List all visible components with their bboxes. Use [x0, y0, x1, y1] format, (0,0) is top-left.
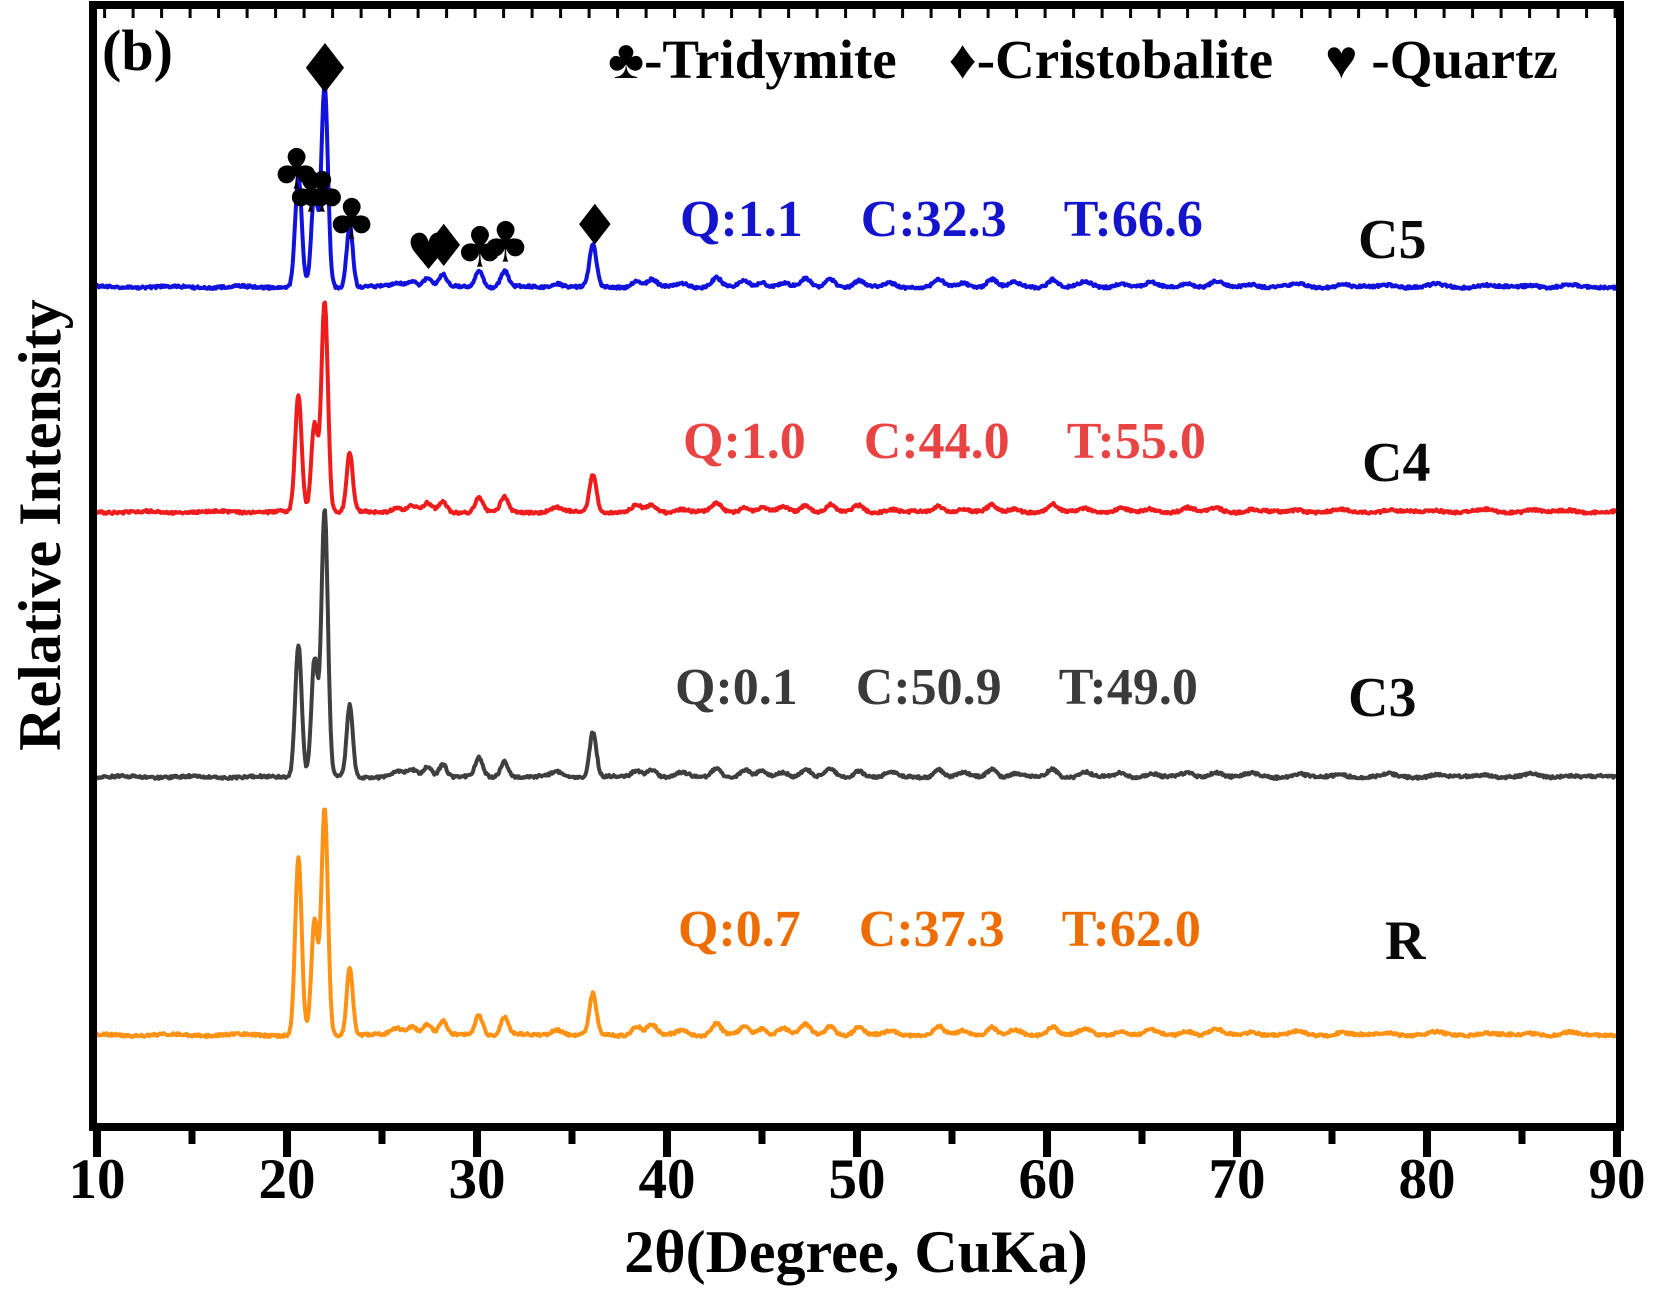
x-tick-label: 90 [1589, 1148, 1646, 1211]
cristobalite-marker-icon: ♦ [295, 31, 356, 110]
annotation-c5: Q:1.1 C:32.3 T:66.6 [680, 191, 1203, 248]
sample-label-c4: C4 [1362, 432, 1431, 494]
cristobalite-marker-icon: ♦ [418, 212, 470, 280]
tridymite-marker-icon: ♣ [286, 161, 336, 226]
x-tick-label: 20 [259, 1148, 316, 1211]
x-tick-label: 40 [639, 1148, 696, 1211]
sample-label-c5: C5 [1358, 209, 1427, 271]
x-tick-label: 80 [1399, 1148, 1456, 1211]
xrd-trace-c4 [97, 300, 1616, 516]
tridymite-marker-icon: ♣ [326, 188, 376, 253]
sample-label-r: R [1385, 910, 1426, 972]
annotation-r: Q:0.7 C:37.3 T:62.0 [678, 901, 1201, 958]
x-tick-label: 70 [1209, 1148, 1266, 1211]
xrd-trace-c5 [97, 83, 1616, 291]
x-tick-label: 50 [829, 1148, 886, 1211]
x-tick-label: 30 [449, 1148, 506, 1211]
cristobalite-marker-icon: ♦ [570, 194, 620, 259]
legend-item-quartz: ♥ -Quartz [1325, 29, 1558, 90]
quartz-marker-icon: ♥ [406, 223, 451, 281]
x-axis-title: 2θ(Degree, CuKa) [624, 1219, 1088, 1285]
xrd-trace-r [97, 807, 1616, 1039]
x-tick-label: 60 [1019, 1148, 1076, 1211]
tridymite-marker-icon: ♣ [455, 216, 505, 281]
tridymite-marker-icon: ♣ [271, 138, 321, 203]
plot-border [89, 1, 1624, 1131]
annotation-c4: Q:1.0 C:44.0 T:55.0 [683, 413, 1206, 470]
legend: ♣-Tridymite ♦-Cristobalite ♥ -Quartz [608, 32, 1558, 87]
legend-item-tridymite: ♣-Tridymite [608, 29, 897, 90]
tridymite-marker-icon: ♣ [480, 211, 530, 276]
figure-label: (b) [102, 18, 173, 83]
x-tick-label: 10 [69, 1148, 126, 1211]
tridymite-marker-icon: ♣ [297, 161, 347, 226]
annotation-c3: Q:0.1 C:50.9 T:49.0 [675, 659, 1198, 716]
sample-label-c3: C3 [1348, 667, 1417, 729]
legend-item-cristobalite: ♦-Cristobalite [948, 29, 1274, 90]
y-axis-title: Relative Intensity [7, 299, 73, 751]
xrd-trace-c3 [97, 508, 1616, 781]
